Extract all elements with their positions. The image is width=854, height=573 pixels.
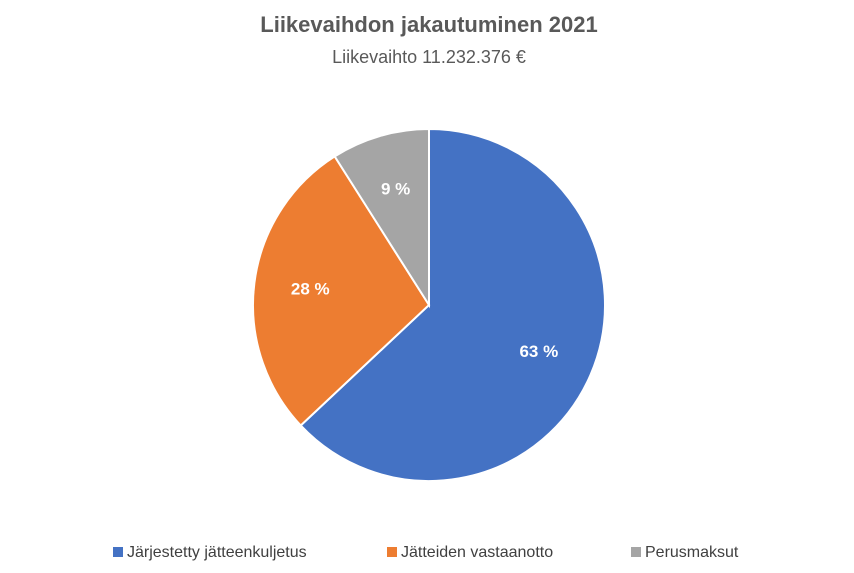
chart-title: Liikevaihdon jakautuminen 2021 xyxy=(260,12,597,37)
legend-swatch xyxy=(113,547,123,557)
legend-label: Järjestetty jätteenkuljetus xyxy=(127,544,307,561)
legend-label: Perusmaksut xyxy=(645,544,739,561)
legend-swatch xyxy=(387,547,397,557)
slice-label: 63 % xyxy=(519,342,558,361)
slice-label: 9 % xyxy=(381,180,410,199)
pie-slice xyxy=(252,155,431,427)
legend-label: Jätteiden vastaanotto xyxy=(401,544,553,561)
legend-swatch xyxy=(631,547,641,557)
pie-slice xyxy=(299,127,606,482)
pie-slice xyxy=(333,127,430,309)
slice-label: 28 % xyxy=(291,279,330,298)
chart-subtitle: Liikevaihto 11.232.376 € xyxy=(332,47,526,67)
